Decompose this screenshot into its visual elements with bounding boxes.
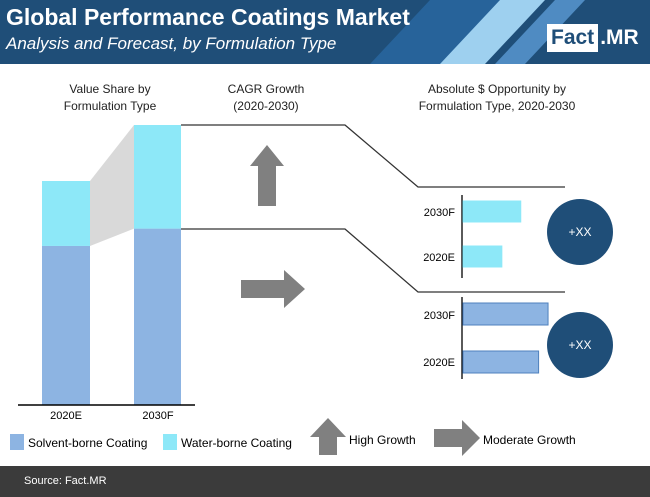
- opportunity-title-line2: Formulation Type, 2020-2030: [419, 99, 576, 113]
- page-subtitle: Analysis and Forecast, by Formulation Ty…: [6, 34, 337, 53]
- solvent-opportunity-badge-text: +XX: [568, 338, 591, 352]
- legend-water-swatch: [163, 434, 177, 450]
- solvent-opportunity-label-2030f: 2030F: [424, 310, 455, 322]
- water-opportunity-badge: [547, 199, 613, 265]
- header-stripe: [370, 0, 505, 64]
- share-connector: [90, 125, 134, 246]
- header-stripe: [495, 0, 585, 64]
- flow-line-water-top: [181, 124, 565, 188]
- water-opportunity-bar-2020e: [462, 245, 503, 268]
- logo-text-mr: .MR: [600, 26, 639, 49]
- bar-2030f-solvent: [134, 228, 181, 405]
- water-opportunity-bar-2030f: [462, 200, 522, 223]
- share-category-label-2030f: 2030F: [142, 410, 173, 422]
- source-note: Source: Fact.MR: [24, 475, 107, 487]
- legend-moderate-growth-label: Moderate Growth: [483, 433, 576, 447]
- legend-solvent-label: Solvent-borne Coating: [28, 436, 147, 450]
- flow-line-solvent-top: [181, 228, 565, 293]
- cagr-title-line2: (2020-2030): [233, 99, 298, 113]
- factmr-logo: Fact .MR: [547, 24, 639, 52]
- header-stripe: [440, 0, 545, 64]
- high-growth-arrow-icon: [250, 145, 284, 206]
- bar-2020e-solvent: [42, 245, 90, 405]
- value-share-title-line1: Value Share by: [69, 82, 150, 96]
- opportunity-title-line1: Absolute $ Opportunity by: [428, 82, 566, 96]
- legend-high-growth-label: High Growth: [349, 433, 416, 447]
- legend-water-label: Water-borne Coating: [181, 436, 292, 450]
- legend-high-growth-icon: [310, 418, 346, 455]
- bar-2030f-water: [134, 125, 181, 229]
- solvent-opportunity-label-2020e: 2020E: [423, 357, 455, 369]
- share-category-label-2020e: 2020E: [50, 410, 82, 422]
- solvent-opportunity-badge: [547, 312, 613, 378]
- legend-moderate-growth-icon: [434, 420, 480, 456]
- logo-text-fact: Fact: [547, 24, 599, 52]
- value-share-title-line2: Formulation Type: [64, 99, 157, 113]
- moderate-growth-arrow-icon: [241, 270, 305, 308]
- solvent-opportunity-bar-2020e: [462, 350, 540, 374]
- legend-solvent-swatch: [10, 434, 24, 450]
- water-opportunity-badge-text: +XX: [568, 225, 591, 239]
- water-opportunity-label-2030f: 2030F: [424, 207, 455, 219]
- bar-2020e-water: [42, 181, 90, 246]
- footer-bar: Source: Fact.MR: [0, 466, 650, 497]
- page-title: Global Performance Coatings Market: [6, 4, 410, 30]
- cagr-title-line1: CAGR Growth: [228, 82, 305, 96]
- water-opportunity-label-2020e: 2020E: [423, 252, 455, 264]
- solvent-opportunity-bar-2030f: [462, 302, 549, 326]
